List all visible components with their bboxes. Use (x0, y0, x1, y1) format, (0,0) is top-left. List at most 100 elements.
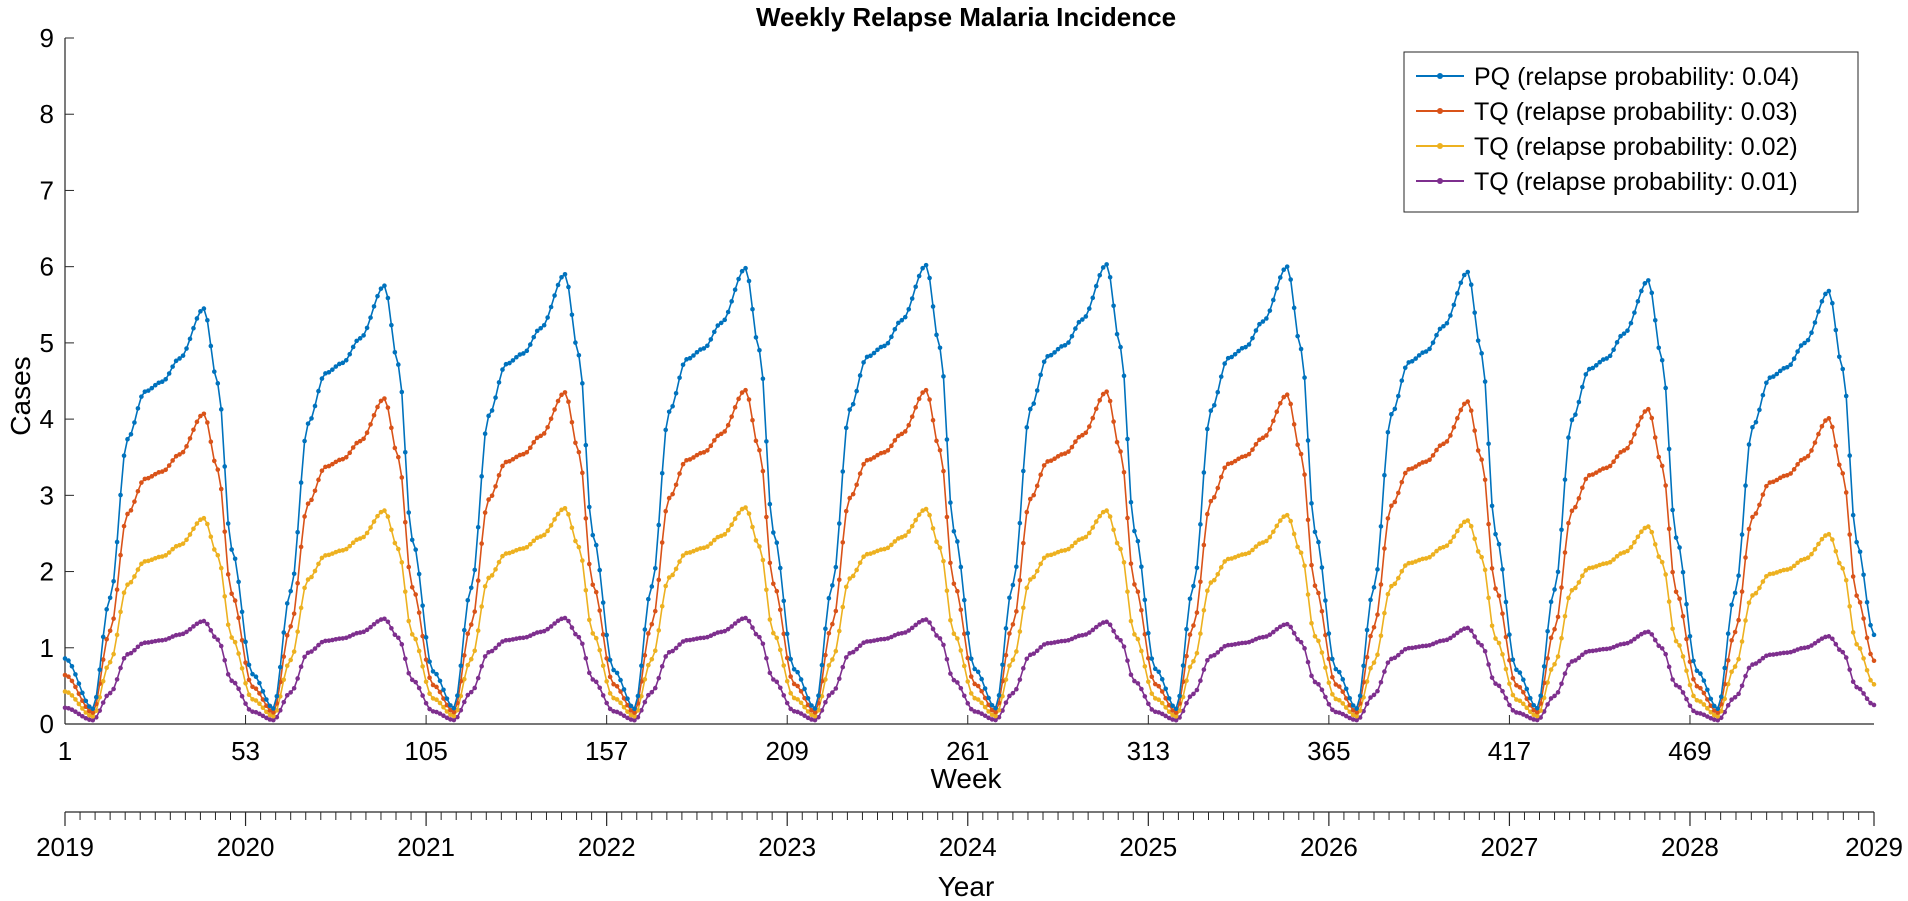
data-point (1073, 634, 1078, 640)
data-point (580, 381, 585, 386)
data-point (100, 678, 106, 684)
data-point (1055, 549, 1061, 555)
data-point (271, 710, 276, 715)
data-point (541, 532, 547, 538)
data-point (1771, 374, 1776, 379)
data-point (1642, 281, 1648, 286)
data-point (1149, 674, 1155, 680)
data-point (1847, 453, 1852, 458)
data-point (941, 558, 946, 564)
data-point (1826, 634, 1832, 639)
data-point (1760, 655, 1766, 661)
data-point (1736, 617, 1741, 623)
data-point (1652, 435, 1658, 440)
data-point (882, 450, 887, 455)
data-point (666, 575, 672, 580)
data-point (1691, 658, 1696, 664)
data-point (909, 296, 915, 301)
data-point (573, 340, 578, 345)
data-point (1475, 640, 1481, 645)
data-point (1271, 629, 1276, 635)
data-point (896, 631, 901, 637)
data-point (951, 631, 957, 637)
data-point (486, 413, 491, 419)
data-point (1239, 346, 1245, 351)
data-point (1330, 674, 1335, 680)
data-point (1732, 664, 1738, 669)
data-point (1430, 552, 1436, 557)
data-point (1593, 648, 1599, 653)
data-point (1132, 678, 1137, 684)
data-point (1461, 272, 1467, 278)
data-point (475, 675, 481, 681)
data-point (545, 315, 550, 320)
data-point (656, 522, 662, 528)
data-point (1305, 438, 1311, 443)
data-point (580, 470, 585, 476)
data-point (1295, 333, 1300, 339)
data-point (1673, 589, 1679, 595)
data-point (354, 440, 359, 446)
data-point (906, 628, 912, 633)
data-point (302, 514, 307, 519)
data-point (1614, 340, 1620, 345)
data-point (503, 361, 509, 367)
data-point (232, 639, 238, 645)
data-point (229, 547, 234, 552)
data-point (448, 717, 453, 722)
data-point (1687, 703, 1693, 709)
data-point (1493, 636, 1498, 641)
data-point (1795, 349, 1800, 354)
data-point (451, 709, 457, 715)
data-point (1489, 503, 1495, 509)
data-point (639, 663, 644, 669)
data-point (781, 693, 787, 698)
data-point (1343, 696, 1349, 701)
data-point (871, 550, 877, 555)
data-point (149, 639, 155, 645)
data-point (757, 634, 762, 640)
data-point (1580, 485, 1585, 491)
data-point (1868, 651, 1873, 657)
data-point (1211, 577, 1217, 583)
data-point (1816, 431, 1821, 437)
data-point (1253, 636, 1259, 642)
data-point (732, 516, 738, 521)
data-point (1392, 406, 1398, 412)
data-point (830, 657, 835, 662)
data-point (382, 283, 387, 289)
data-point (1586, 473, 1592, 478)
data-point (1340, 689, 1346, 695)
data-point (1604, 356, 1609, 361)
data-point (830, 690, 835, 695)
data-point (406, 618, 412, 624)
series-3 (62, 615, 1877, 723)
data-point (843, 584, 849, 590)
data-point (1711, 703, 1717, 709)
data-point (180, 353, 186, 358)
data-point (1833, 548, 1839, 554)
data-point (1743, 673, 1748, 679)
data-point (152, 382, 158, 388)
data-point (1708, 709, 1714, 715)
data-point (1510, 692, 1516, 698)
data-point (399, 560, 405, 565)
data-point (1243, 551, 1248, 557)
data-point (191, 325, 196, 331)
data-point (1080, 632, 1085, 638)
data-point (62, 689, 68, 694)
data-point (1062, 548, 1068, 553)
data-point (864, 457, 870, 463)
data-point (87, 704, 92, 709)
data-point (1312, 679, 1318, 685)
data-point (1632, 539, 1637, 545)
data-point (1434, 332, 1439, 338)
data-point (1854, 641, 1859, 647)
data-point (277, 694, 283, 699)
data-point (326, 552, 332, 558)
data-point (555, 398, 561, 404)
data-point (1802, 556, 1807, 562)
data-point (194, 316, 200, 321)
data-point (1649, 632, 1655, 637)
data-point (1086, 306, 1092, 311)
